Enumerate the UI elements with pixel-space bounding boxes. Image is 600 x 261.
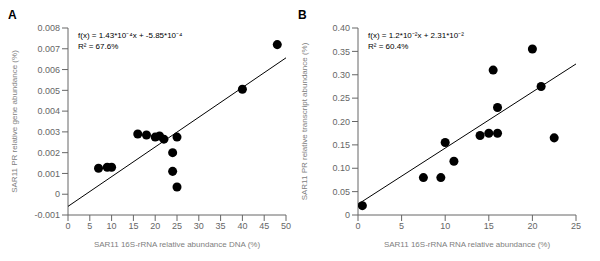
svg-text:25: 25 (571, 221, 581, 231)
svg-text:SAR11 PR relative gene abundan: SAR11 PR relative gene abundance (%) (10, 50, 19, 193)
svg-text:0.25: 0.25 (332, 93, 350, 103)
svg-text:0.35: 0.35 (332, 47, 350, 57)
svg-text:0.001: 0.001 (37, 169, 60, 179)
svg-text:10: 10 (440, 221, 450, 231)
svg-text:45: 45 (259, 221, 269, 231)
svg-text:5: 5 (399, 221, 404, 231)
svg-text:SAR11 PR relative transcript a: SAR11 PR relative transcript abundance (… (300, 42, 309, 200)
svg-text:50: 50 (281, 221, 291, 231)
svg-text:0.007: 0.007 (37, 44, 60, 54)
svg-text:0.20: 0.20 (332, 117, 350, 127)
svg-text:-0.001: -0.001 (34, 210, 60, 220)
svg-text:0: 0 (55, 189, 60, 199)
html-text:R² = 60.4%: R² = 60.4% (368, 42, 409, 51)
html-text:f(x) = 1.2*10⁻²x + 2.31*10⁻²: f(x) = 1.2*10⁻²x + 2.31*10⁻² (368, 31, 464, 40)
svg-text:0: 0 (355, 221, 360, 231)
svg-text:SAR11 16S-rRNA RNA relative ab: SAR11 16S-rRNA RNA relative abundance (%… (384, 240, 550, 249)
svg-text:20: 20 (150, 221, 160, 231)
svg-text:25: 25 (172, 221, 182, 231)
html-text:A: A (8, 8, 17, 22)
svg-text:0.002: 0.002 (37, 148, 60, 158)
svg-text:0.15: 0.15 (332, 140, 350, 150)
svg-text:0: 0 (65, 221, 70, 231)
svg-text:20: 20 (527, 221, 537, 231)
svg-text:0.004: 0.004 (37, 106, 60, 116)
svg-text:0: 0 (345, 210, 350, 220)
svg-text:30: 30 (194, 221, 204, 231)
svg-text:15: 15 (128, 221, 138, 231)
html-text:R² = 67.6%: R² = 67.6% (78, 42, 119, 51)
svg-text:10: 10 (107, 221, 117, 231)
svg-text:40: 40 (237, 221, 247, 231)
html-text:B: B (298, 8, 307, 22)
svg-text:0.008: 0.008 (37, 23, 60, 33)
svg-text:0.006: 0.006 (37, 65, 60, 75)
svg-text:SAR11 16S-rRNA relative abunda: SAR11 16S-rRNA relative abundance DNA (%… (94, 240, 260, 249)
svg-text:0.05: 0.05 (332, 187, 350, 197)
svg-text:0.30: 0.30 (332, 70, 350, 80)
svg-text:0.40: 0.40 (332, 23, 350, 33)
svg-text:5: 5 (87, 221, 92, 231)
svg-text:0.003: 0.003 (37, 127, 60, 137)
svg-text:35: 35 (216, 221, 226, 231)
svg-text:0.005: 0.005 (37, 86, 60, 96)
svg-text:15: 15 (484, 221, 494, 231)
html-text:f(x) = 1.43*10⁻⁴x + -5.85*10⁻⁴: f(x) = 1.43*10⁻⁴x + -5.85*10⁻⁴ (78, 31, 183, 40)
svg-text:0.10: 0.10 (332, 163, 350, 173)
